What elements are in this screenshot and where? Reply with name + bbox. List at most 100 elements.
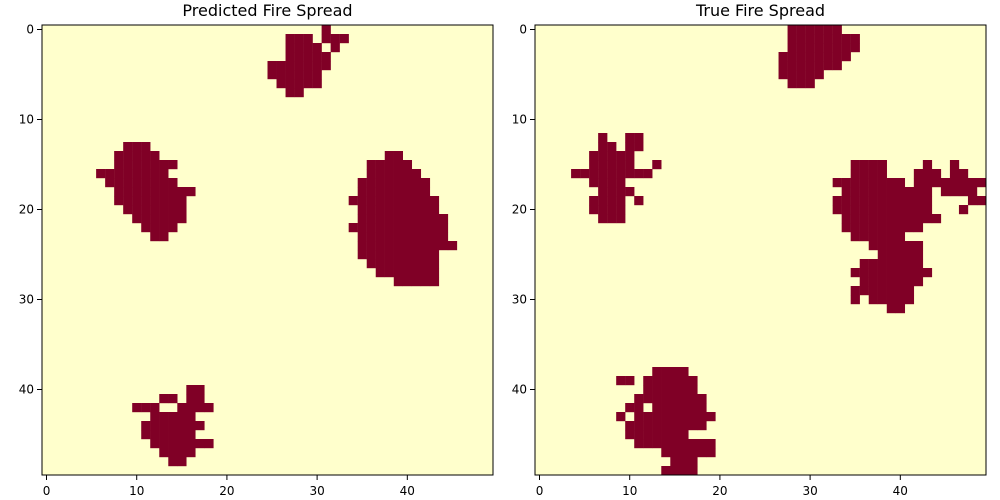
heatmap-cell bbox=[805, 61, 815, 71]
heatmap-cell bbox=[150, 169, 160, 179]
heatmap-cell bbox=[159, 448, 169, 458]
heatmap-cell bbox=[949, 169, 960, 179]
heatmap-cell bbox=[384, 151, 394, 161]
heatmap-cell bbox=[895, 214, 906, 224]
heatmap-cell bbox=[832, 178, 842, 188]
heatmap-cell bbox=[366, 223, 376, 233]
heatmap-cell bbox=[670, 466, 680, 476]
heatmap-cell bbox=[913, 268, 924, 278]
heatmap-cell bbox=[303, 70, 313, 80]
heatmap-cell bbox=[688, 421, 698, 431]
heatmap-cell bbox=[420, 268, 431, 278]
heatmap-cell bbox=[285, 61, 295, 71]
heatmap-predicted bbox=[42, 25, 493, 475]
heatmap-cell bbox=[366, 259, 376, 269]
heatmap-cell bbox=[159, 169, 169, 179]
heatmap-cell bbox=[366, 160, 376, 170]
heatmap-cell bbox=[330, 43, 340, 53]
heatmap-cell bbox=[796, 34, 806, 44]
heatmap-cell bbox=[652, 376, 662, 386]
heatmap-cell bbox=[132, 187, 142, 197]
heatmap-cell bbox=[393, 223, 403, 233]
heatmap-cell bbox=[159, 223, 169, 233]
y-tick-label: 0 bbox=[26, 23, 34, 37]
heatmap-cell bbox=[868, 277, 878, 287]
heatmap-cell bbox=[393, 277, 403, 287]
heatmap-cell bbox=[706, 448, 716, 458]
heatmap-cell bbox=[787, 70, 797, 80]
heatmap-cell bbox=[402, 223, 413, 233]
heatmap-cell bbox=[625, 142, 635, 152]
y-tick-label: 40 bbox=[19, 383, 34, 397]
heatmap-cell bbox=[868, 223, 878, 233]
heatmap-cell bbox=[913, 187, 924, 197]
heatmap-cell bbox=[652, 403, 662, 413]
heatmap-cell bbox=[420, 214, 431, 224]
heatmap-cell bbox=[688, 466, 698, 476]
heatmap-cell bbox=[598, 196, 608, 206]
heatmap-cell bbox=[616, 160, 626, 170]
heatmap-cell bbox=[402, 178, 413, 188]
heatmap-cell bbox=[688, 439, 698, 449]
heatmap-cell bbox=[913, 223, 924, 233]
heatmap-cell bbox=[904, 241, 915, 251]
heatmap-cell bbox=[850, 214, 860, 224]
heatmap-cell bbox=[177, 187, 187, 197]
heatmap-cell bbox=[913, 178, 924, 188]
heatmap-cell bbox=[375, 205, 385, 215]
heatmap-cell bbox=[823, 25, 833, 35]
heatmap-cell bbox=[204, 403, 214, 413]
heatmap-cell bbox=[805, 43, 815, 53]
heatmap-cell bbox=[895, 205, 906, 215]
heatmap-cell bbox=[661, 376, 671, 386]
heatmap-cell bbox=[123, 178, 133, 188]
heatmap-cell bbox=[411, 268, 422, 278]
heatmap-cell bbox=[177, 448, 187, 458]
heatmap-cell bbox=[366, 187, 376, 197]
heatmap-cell bbox=[429, 223, 440, 233]
heatmap-cell bbox=[868, 259, 878, 269]
heatmap-cell bbox=[688, 448, 698, 458]
heatmap-cell bbox=[186, 421, 196, 431]
heatmap-cell bbox=[420, 187, 431, 197]
y-tick-label: 30 bbox=[19, 293, 34, 307]
heatmap-cell bbox=[697, 403, 707, 413]
heatmap-cell bbox=[697, 394, 707, 404]
heatmap-cell bbox=[132, 142, 142, 152]
heatmap-cell bbox=[429, 214, 440, 224]
heatmap-cell bbox=[805, 79, 815, 89]
heatmap-cell bbox=[294, 43, 304, 53]
heatmap-cell bbox=[679, 457, 689, 467]
heatmap-cell bbox=[670, 376, 680, 386]
heatmap-cell bbox=[832, 196, 842, 206]
heatmap-cell bbox=[859, 268, 869, 278]
heatmap-cell bbox=[895, 304, 906, 314]
heatmap-cell bbox=[859, 232, 869, 242]
heatmap-cell bbox=[411, 187, 422, 197]
heatmap-cell bbox=[904, 196, 915, 206]
heatmap-cell bbox=[375, 232, 385, 242]
heatmap-cell bbox=[877, 259, 887, 269]
heatmap-cell bbox=[652, 439, 662, 449]
heatmap-cell bbox=[420, 178, 431, 188]
heatmap-cell bbox=[132, 178, 142, 188]
heatmap-cell bbox=[625, 187, 635, 197]
heatmap-cell bbox=[643, 421, 653, 431]
heatmap-cell bbox=[805, 70, 815, 80]
heatmap-cell bbox=[607, 151, 617, 161]
heatmap-cell bbox=[841, 223, 851, 233]
heatmap-cell bbox=[877, 286, 887, 296]
heatmap-cell bbox=[177, 403, 187, 413]
heatmap-cell bbox=[598, 142, 608, 152]
heatmap-cell bbox=[375, 214, 385, 224]
heatmap-cell bbox=[150, 430, 160, 440]
heatmap-cell bbox=[913, 214, 924, 224]
heatmap-cell bbox=[159, 439, 169, 449]
heatmap-cell bbox=[195, 421, 205, 431]
heatmap-cell bbox=[877, 250, 887, 260]
heatmap-cell bbox=[393, 214, 403, 224]
heatmap-cell bbox=[393, 196, 403, 206]
heatmap-cell bbox=[384, 205, 394, 215]
heatmap-cell bbox=[150, 421, 160, 431]
